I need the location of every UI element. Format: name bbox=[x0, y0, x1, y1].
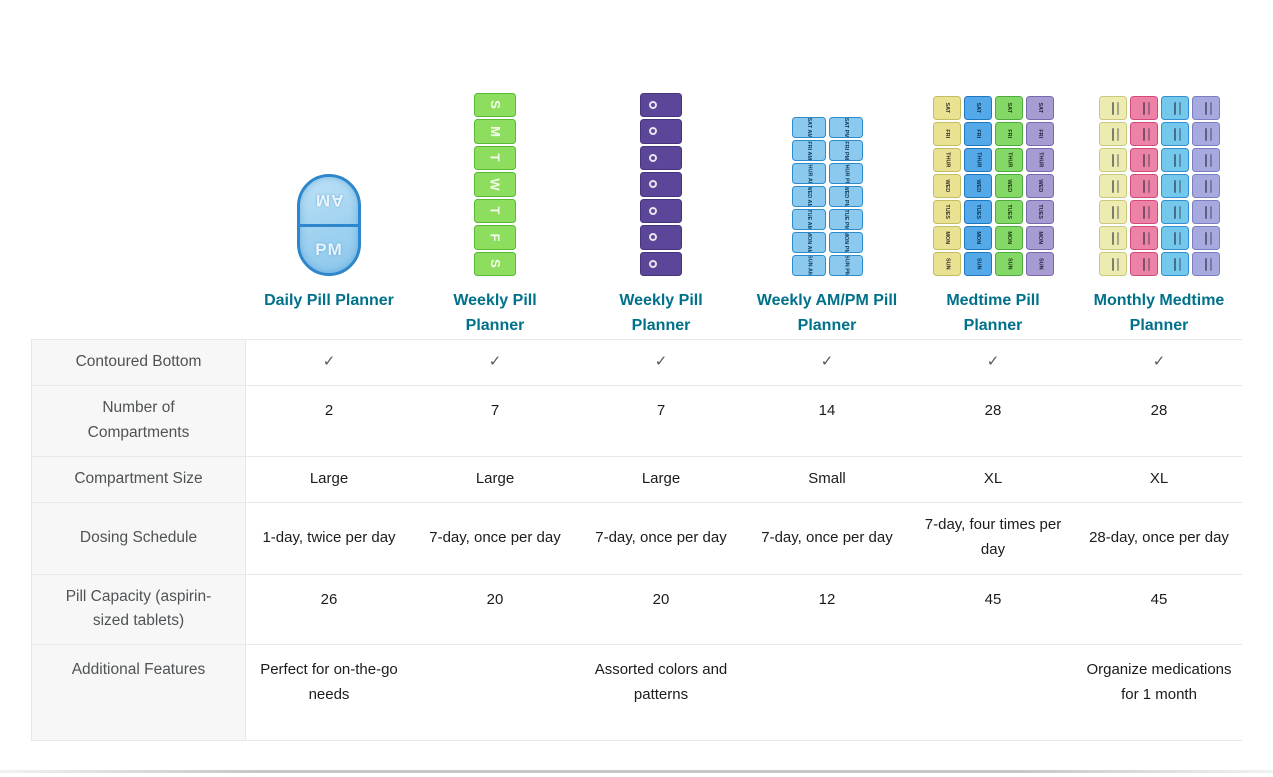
row-label: Pill Capacity (aspirin-sized tablets) bbox=[31, 574, 246, 645]
weekly-pill-planner-purple-link[interactable]: Weekly Pill Planner bbox=[619, 292, 703, 334]
value-cell: 20 bbox=[486, 590, 504, 608]
section-divider bbox=[0, 770, 1273, 773]
comparison-table: Contoured Bottom ✓ ✓ ✓ ✓ ✓ ✓ Number of C… bbox=[31, 339, 1242, 742]
value-cell: 7-day, once per day bbox=[429, 528, 561, 546]
weekly-am-pm-pill-planner-link[interactable]: Weekly AM/PM Pill Planner bbox=[756, 292, 898, 334]
check-mark: ✓ bbox=[488, 353, 502, 371]
row-dosing-schedule: Dosing Schedule 1-day, twice per day 7-d… bbox=[31, 501, 1242, 574]
row-contoured-bottom: Contoured Bottom ✓ ✓ ✓ ✓ ✓ ✓ bbox=[31, 339, 1242, 385]
daily-pill-planner-image[interactable]: AM PM bbox=[297, 84, 361, 276]
value-cell: XL bbox=[983, 469, 1003, 487]
value-cell: Perfect for on-the-go needs bbox=[260, 661, 398, 703]
row-label: Dosing Schedule bbox=[31, 502, 246, 574]
value-cell: 12 bbox=[818, 590, 836, 608]
weekly-pill-planner-green-link[interactable]: Weekly Pill Planner bbox=[453, 292, 537, 334]
row-compartment-size: Compartment Size Large Large Large Small… bbox=[31, 455, 1242, 502]
value-cell: 7 bbox=[490, 402, 500, 419]
row-label: Additional Features bbox=[31, 645, 246, 741]
product-column-am-pm: SAT AM FRI AM THUR AM WED AM TUE AM MON AM SUN… bbox=[744, 78, 910, 339]
weekly-am-pm-pill-planner-image[interactable]: SAT AM FRI AM THUR AM WED AM TUE AM MON AM SUN… bbox=[791, 84, 863, 276]
product-column-daily: AM PM Daily Pill Planner bbox=[246, 78, 412, 339]
weekly-pill-planner-purple-image[interactable] bbox=[640, 84, 682, 276]
daily-pill-planner-link[interactable]: Daily Pill Planner bbox=[264, 292, 394, 309]
check-mark: ✓ bbox=[654, 353, 668, 371]
monthly-medtime-planner-link[interactable]: Monthly Medtime Planner bbox=[1093, 292, 1225, 334]
product-column-weekly-purple: Weekly Pill Planner bbox=[578, 78, 744, 339]
value-cell: 7-day, once per day bbox=[595, 528, 727, 546]
product-column-monthly: Monthly Medtime Planner bbox=[1076, 78, 1242, 339]
medtime-pill-planner-image[interactable]: SAT FRI THUR WED TUES MON SUN SAT FRI THUR WED TUES… bbox=[932, 84, 1054, 276]
check-mark: ✓ bbox=[986, 353, 1000, 371]
check-mark: ✓ bbox=[820, 353, 834, 371]
value-cell: Assorted colors and patterns bbox=[594, 661, 728, 703]
check-mark: ✓ bbox=[322, 353, 336, 371]
value-cell: 26 bbox=[320, 590, 338, 608]
check-mark: ✓ bbox=[1152, 353, 1166, 371]
row-number-of-compartments: Number of Compartments 2 7 7 14 28 28 bbox=[31, 385, 1242, 456]
product-column-medtime: SAT FRI THUR WED TUES MON SUN SAT FRI THUR WED TUES… bbox=[910, 78, 1076, 339]
monthly-medtime-planner-image[interactable] bbox=[1098, 84, 1220, 276]
value-cell: 1-day, twice per day bbox=[262, 528, 396, 546]
row-pill-capacity: Pill Capacity (aspirin-sized tablets) 26… bbox=[31, 573, 1242, 645]
value-cell: Organize medications for 1 month bbox=[1086, 661, 1232, 703]
value-cell: Small bbox=[808, 469, 846, 487]
value-cell: Large bbox=[641, 469, 681, 487]
value-cell: 28-day, once per day bbox=[1089, 528, 1229, 546]
value-cell bbox=[910, 645, 1076, 740]
row-label: Contoured Bottom bbox=[31, 340, 246, 385]
medtime-pill-planner-link[interactable]: Medtime Pill Planner bbox=[946, 292, 1040, 334]
row-label: Compartment Size bbox=[31, 456, 246, 502]
value-cell: 7 bbox=[656, 402, 666, 419]
value-cell: Large bbox=[309, 469, 349, 487]
value-cell: 28 bbox=[1150, 402, 1168, 419]
value-cell: 14 bbox=[818, 402, 836, 419]
value-cell: 2 bbox=[324, 402, 334, 419]
value-cell: 7-day, four times per day bbox=[924, 516, 1062, 559]
value-cell bbox=[744, 645, 910, 740]
value-cell bbox=[412, 645, 578, 740]
value-cell: Large bbox=[475, 469, 515, 487]
row-label: Number of Compartments bbox=[31, 386, 246, 456]
value-cell: 45 bbox=[1150, 590, 1168, 608]
value-cell: 28 bbox=[984, 402, 1002, 419]
value-cell: 45 bbox=[984, 590, 1002, 608]
value-cell: 7-day, once per day bbox=[761, 528, 893, 546]
value-cell: XL bbox=[1149, 469, 1169, 487]
row-additional-features: Additional Features Perfect for on-the-g… bbox=[31, 644, 1242, 742]
value-cell: 20 bbox=[652, 590, 670, 608]
header-spacer bbox=[31, 78, 246, 339]
